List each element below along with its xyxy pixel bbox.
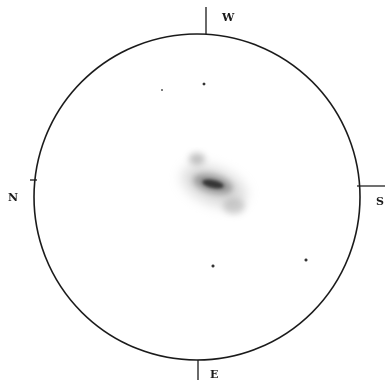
galaxy-core — [202, 179, 224, 189]
galaxy-sketch — [181, 153, 247, 214]
compass-label-top: W — [221, 11, 235, 24]
star — [161, 89, 163, 91]
compass-label-right: S — [376, 195, 384, 208]
upper-knot — [189, 153, 205, 165]
star — [304, 258, 308, 262]
lower-tail — [223, 198, 245, 214]
star — [211, 264, 215, 268]
compass-label-bottom: E — [210, 368, 218, 380]
compass-label-left: N — [8, 191, 18, 204]
star — [202, 82, 206, 86]
field-of-view-circle — [33, 33, 361, 361]
